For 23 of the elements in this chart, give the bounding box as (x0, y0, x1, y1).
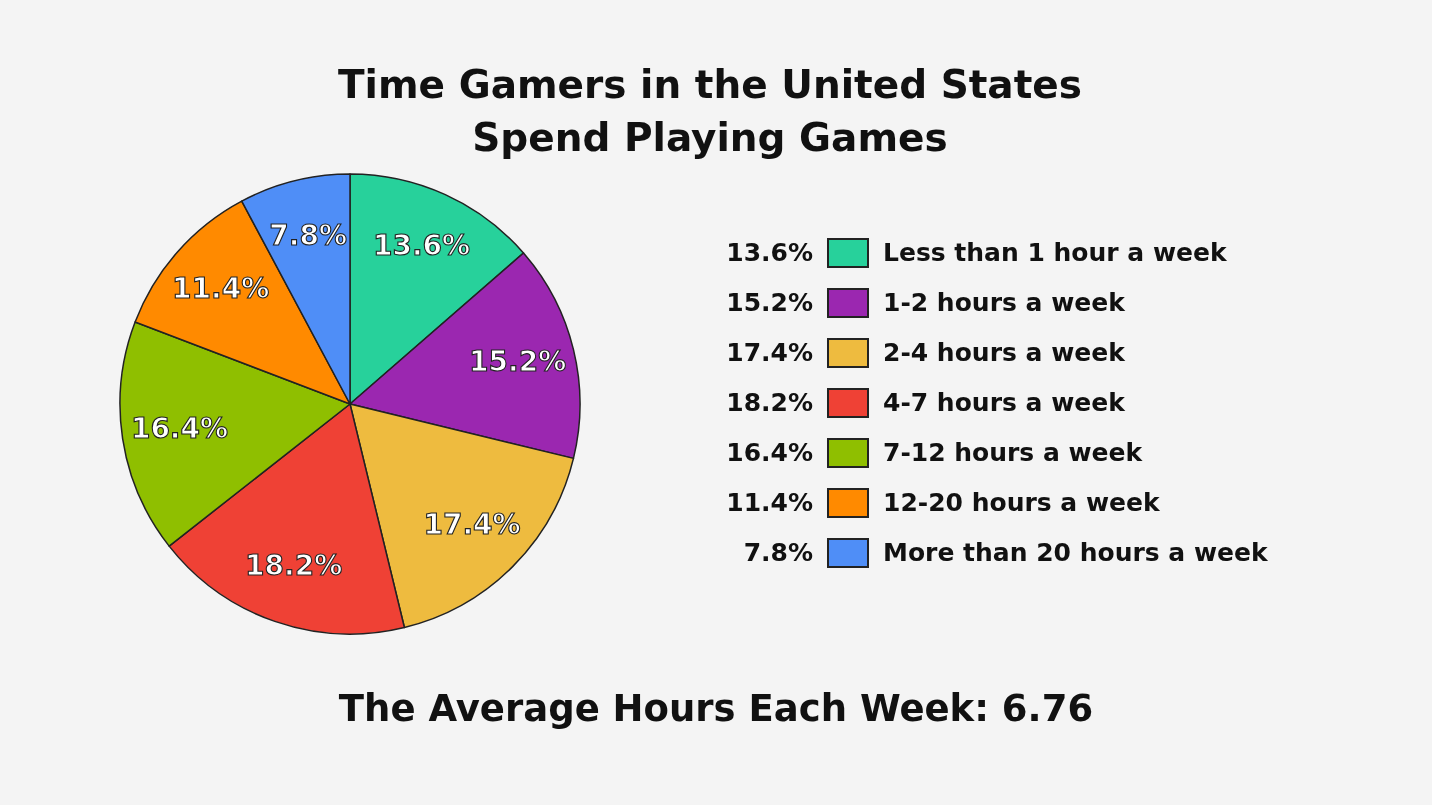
data-label: 11.4% (172, 271, 270, 305)
text: The Average Hours Each Week: 6.76 (338, 687, 1094, 730)
data-label: 18.2% (245, 549, 343, 583)
legend-label: 2-4 hours a week (883, 338, 1127, 367)
data-label: 7.8% (269, 218, 347, 252)
text: 16.4% (726, 438, 813, 467)
text: 17.4% (726, 338, 813, 367)
text: 15.2% (726, 288, 813, 317)
legend-label: Less than 1 hour a week (883, 238, 1228, 267)
data-label: 13.6% (372, 229, 471, 263)
data-label: 17.4% (423, 507, 521, 541)
legend-label: 4-7 hours a week (883, 388, 1127, 417)
legend-label: 1-2 hours a week (883, 288, 1127, 317)
legend-label: More than 20 hours a week (883, 538, 1269, 567)
text: 13.6% (726, 238, 813, 267)
text: 11.4% (726, 488, 813, 517)
legend-label: 7-12 hours a week (883, 438, 1144, 467)
text: 18.2% (726, 388, 813, 417)
text: 7.8% (743, 538, 813, 567)
data-label: 16.4% (130, 411, 229, 445)
data-label: 15.2% (469, 345, 567, 379)
legend-label: 12-20 hours a week (883, 488, 1161, 517)
chart-title: Time Gamers in the United States Spend Playing Games (338, 62, 1082, 160)
